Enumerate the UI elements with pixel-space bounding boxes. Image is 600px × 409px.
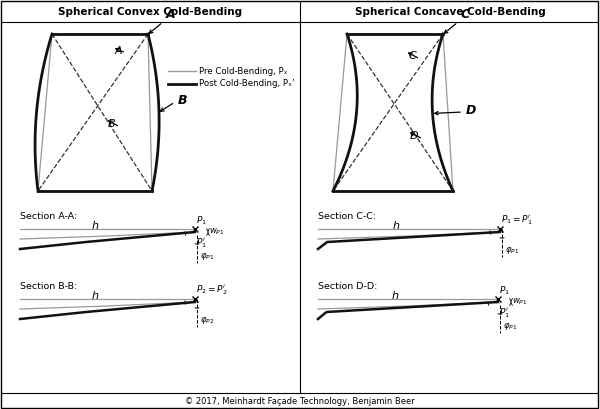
Text: C: C [408, 51, 416, 61]
Text: Section A-A:: Section A-A: [20, 212, 77, 221]
Text: $w_{P1}$: $w_{P1}$ [209, 227, 224, 237]
Text: Section B-B:: Section B-B: [20, 282, 77, 291]
Text: Section C-C:: Section C-C: [318, 212, 376, 221]
Text: Spherical Concave Cold-Bending: Spherical Concave Cold-Bending [355, 7, 545, 17]
Text: $P_1'$: $P_1'$ [499, 306, 510, 319]
Text: A: A [114, 46, 122, 56]
Text: $\varphi_{P1}$: $\varphi_{P1}$ [503, 321, 517, 333]
Text: $P_1$: $P_1$ [499, 285, 510, 297]
Text: $\varphi_{P2}$: $\varphi_{P2}$ [200, 315, 214, 326]
Text: Section D-D:: Section D-D: [318, 282, 377, 291]
Text: $h$: $h$ [91, 289, 100, 301]
Text: $P_2 = P_2'$: $P_2 = P_2'$ [196, 283, 227, 297]
Text: $w_{P1}$: $w_{P1}$ [512, 297, 527, 307]
Text: Post Cold-Bending, Pₓ’: Post Cold-Bending, Pₓ’ [199, 79, 295, 88]
Text: A: A [166, 8, 176, 21]
Text: $P_1 = P_1'$: $P_1 = P_1'$ [501, 213, 533, 227]
Text: D: D [410, 131, 418, 141]
Text: © 2017, Meinhardt Façade Technology, Benjamin Beer: © 2017, Meinhardt Façade Technology, Ben… [185, 396, 415, 405]
Text: C: C [461, 8, 470, 21]
Text: $P_1'$: $P_1'$ [196, 236, 207, 249]
Text: $\varphi_{P1}$: $\varphi_{P1}$ [505, 245, 519, 256]
Text: $h$: $h$ [392, 219, 400, 231]
Text: $\varphi_{P1}$: $\varphi_{P1}$ [200, 252, 214, 263]
Text: $P_1$: $P_1$ [196, 214, 207, 227]
Text: $h$: $h$ [391, 289, 400, 301]
Text: D: D [466, 105, 476, 117]
Text: Pre Cold-Bending, Pₓ: Pre Cold-Bending, Pₓ [199, 67, 287, 76]
Text: Spherical Convex Cold-Bending: Spherical Convex Cold-Bending [58, 7, 242, 17]
Text: B: B [108, 119, 116, 129]
Text: B: B [178, 94, 187, 108]
Text: $h$: $h$ [91, 219, 100, 231]
